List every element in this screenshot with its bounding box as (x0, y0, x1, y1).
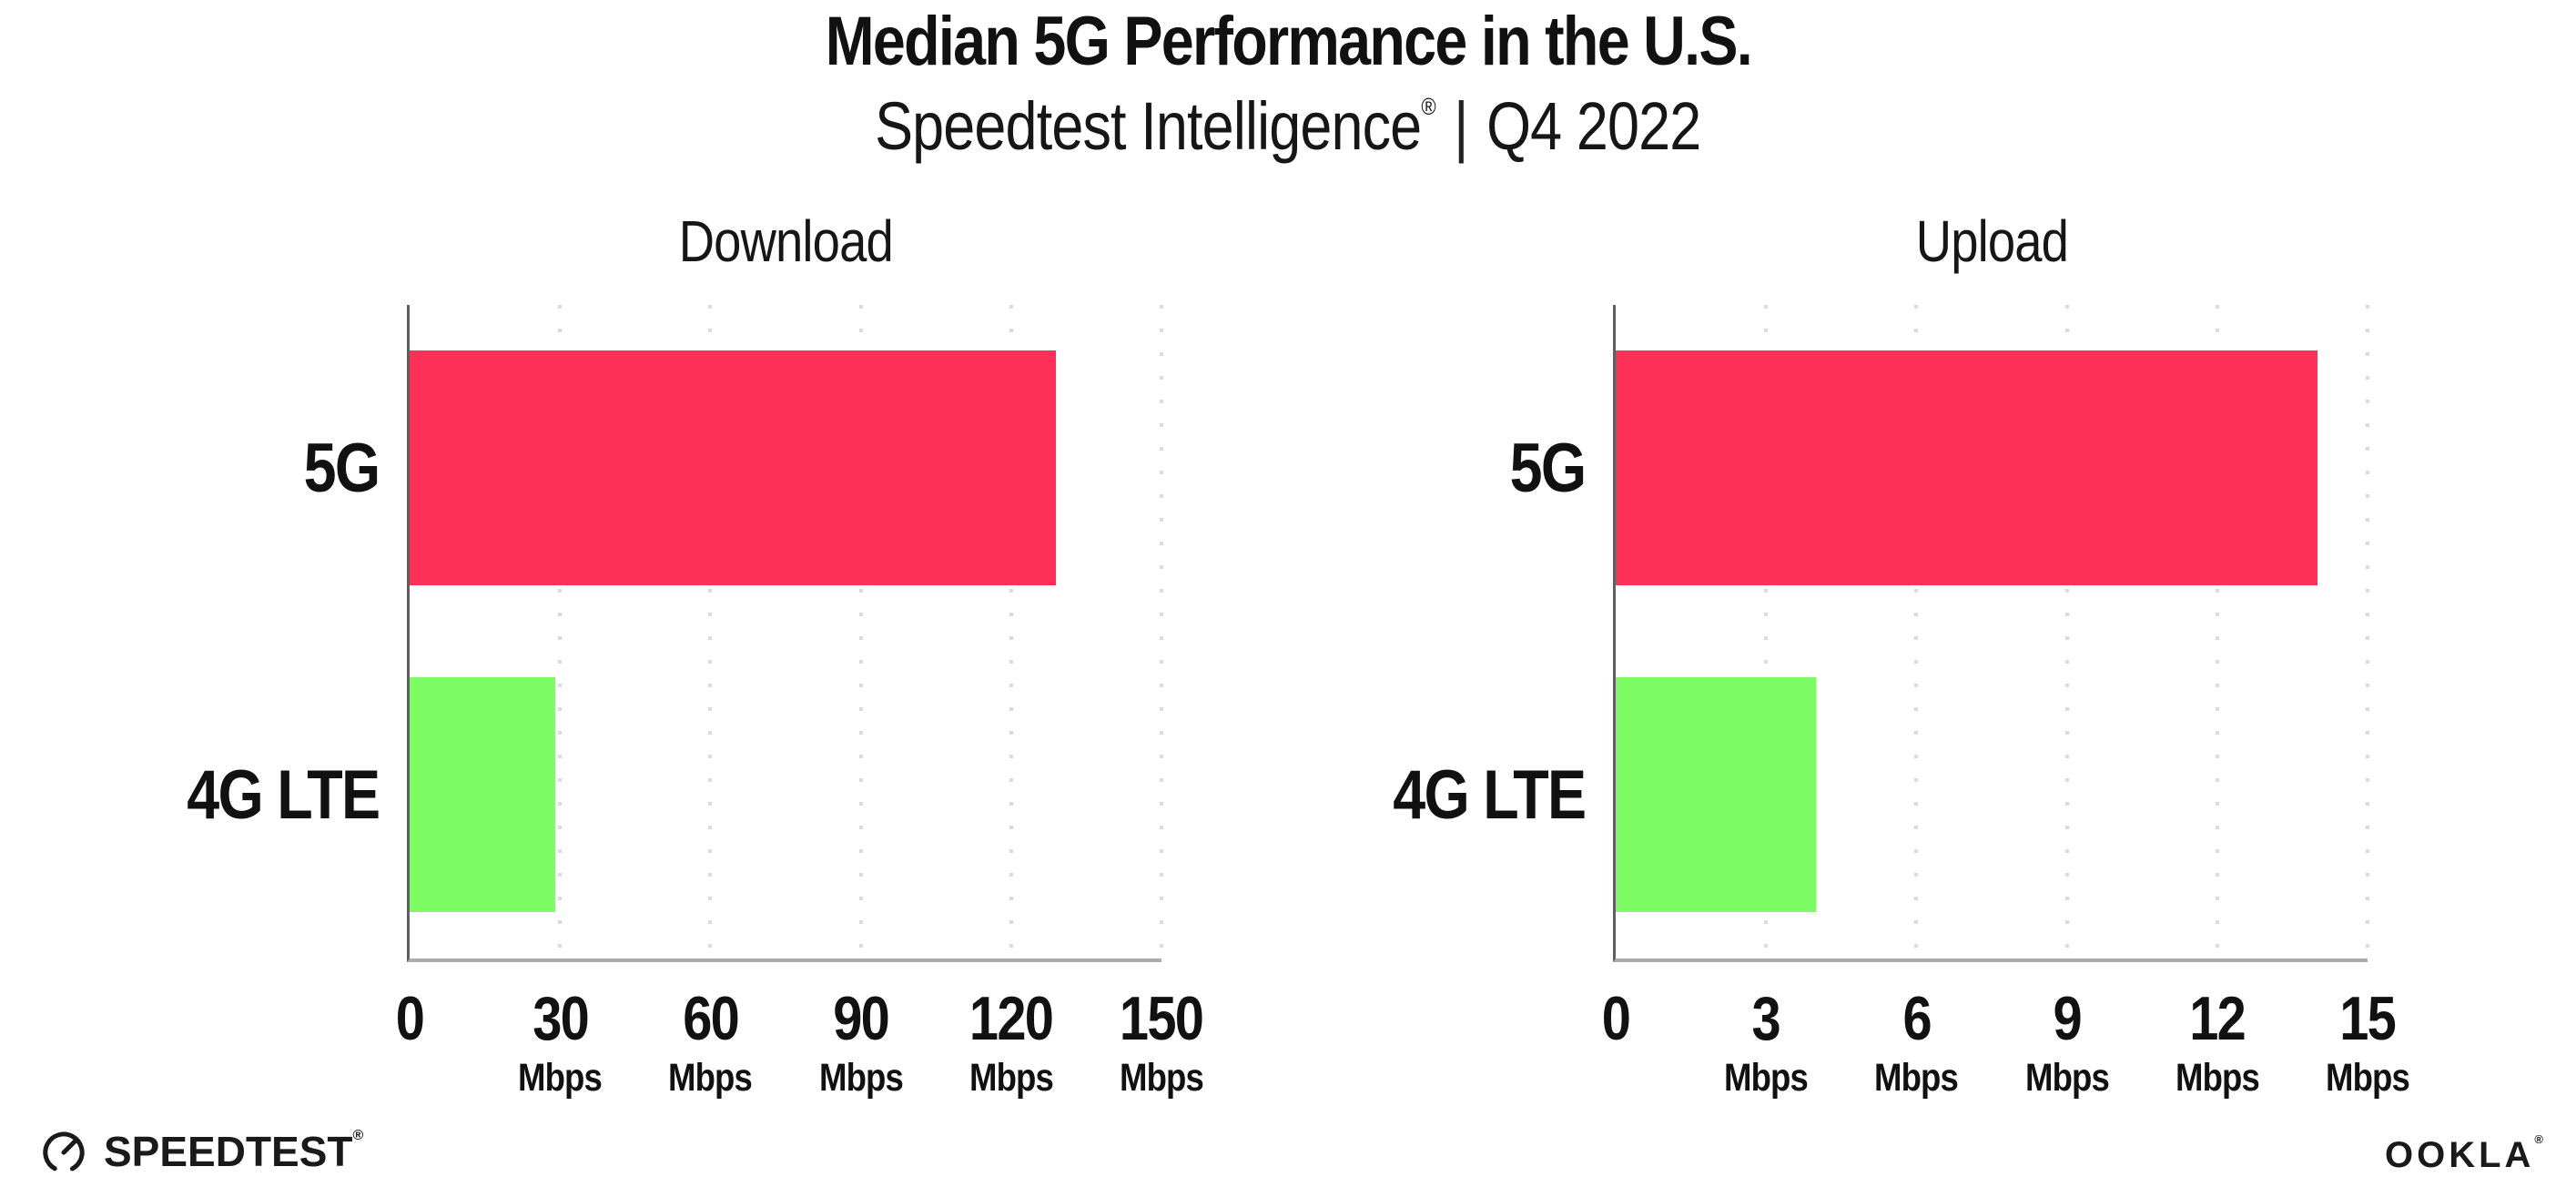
download-chart-title: Download (678, 208, 893, 274)
gridline (1009, 305, 1013, 959)
x-tick: 0 (395, 984, 425, 1053)
upload-4g-lte-bar (1616, 677, 1817, 912)
subtitle-period: Q4 2022 (1486, 88, 1701, 164)
speedtest-logo: SPEEDTEST® (38, 1126, 363, 1177)
bar-row-5g (1616, 305, 2368, 632)
gridline (1160, 305, 1163, 959)
x-tick: 30 Mbps (518, 984, 603, 1100)
category-label-4g-lte: 4G LTE (186, 756, 380, 834)
ookla-wordmark: OOKLA (2384, 1135, 2535, 1175)
upload-x-axis-labels: 0 3 Mbps 6 Mbps 9 Mbps 12 Mbps 15 Mbps (1602, 984, 2410, 1106)
x-tick: 12 Mbps (2175, 984, 2260, 1100)
x-tick: 6 Mbps (1874, 984, 1959, 1100)
ookla-logo: OOKLA® (2384, 1133, 2543, 1175)
x-tick: 90 Mbps (818, 984, 904, 1100)
page-subtitle-text: Speedtest Intelligence® | Q4 2022 (875, 93, 1701, 160)
page-subtitle: Speedtest Intelligence® | Q4 2022 (0, 93, 2576, 160)
gridline (558, 305, 563, 959)
x-tick: 9 Mbps (2024, 984, 2110, 1100)
registered-mark-icon: ® (352, 1128, 364, 1143)
category-label-5g: 5G (1509, 430, 1586, 507)
gridline (1764, 305, 1769, 959)
speedtest-gauge-icon (43, 1131, 85, 1173)
upload-chart-plot: Upload 5G 4G LTE 0 3 Mbps 6 (1393, 212, 2410, 1098)
page-title: Median 5G Performance in the U.S. (0, 7, 2576, 76)
upload-5g-bar (1616, 350, 2317, 585)
download-chart-plot: Download 5G 4G LTE 0 30 Mbps (187, 212, 1205, 1098)
download-x-axis-labels: 0 30 Mbps 60 Mbps 90 Mbps 120 Mbps 150 M… (396, 984, 1205, 1106)
speedtest-wordmark: SPEEDTEST® (104, 1128, 364, 1175)
registered-mark-icon: ® (1421, 93, 1436, 120)
category-label-4g-lte: 4G LTE (1392, 756, 1587, 834)
x-tick: 3 Mbps (1724, 984, 1809, 1100)
gridline (1914, 305, 1919, 959)
x-tick: 60 Mbps (668, 984, 753, 1100)
gridline (2366, 305, 2369, 959)
download-4g-lte-bar (410, 677, 555, 912)
bar-row-4g-lte (410, 632, 1161, 959)
bar-row-5g (410, 305, 1161, 632)
gridline (858, 305, 863, 959)
gridline (708, 305, 713, 959)
gridline (2215, 305, 2219, 959)
page-title-text: Median 5G Performance in the U.S. (825, 3, 1752, 80)
gridline (2064, 305, 2069, 959)
x-tick: 15 Mbps (2325, 984, 2410, 1100)
registered-mark-icon: ® (2534, 1132, 2543, 1146)
upload-chart-title: Upload (1915, 208, 2068, 274)
x-tick: 120 Mbps (969, 984, 1054, 1100)
download-5g-bar (410, 350, 1057, 585)
subtitle-separator: | (1454, 88, 1468, 164)
x-tick: 0 (1601, 984, 1631, 1053)
bar-row-4g-lte (1616, 632, 2368, 959)
x-tick: 150 Mbps (1119, 984, 1204, 1100)
category-label-5g: 5G (303, 430, 380, 507)
subtitle-product: Speedtest Intelligence (875, 88, 1422, 164)
